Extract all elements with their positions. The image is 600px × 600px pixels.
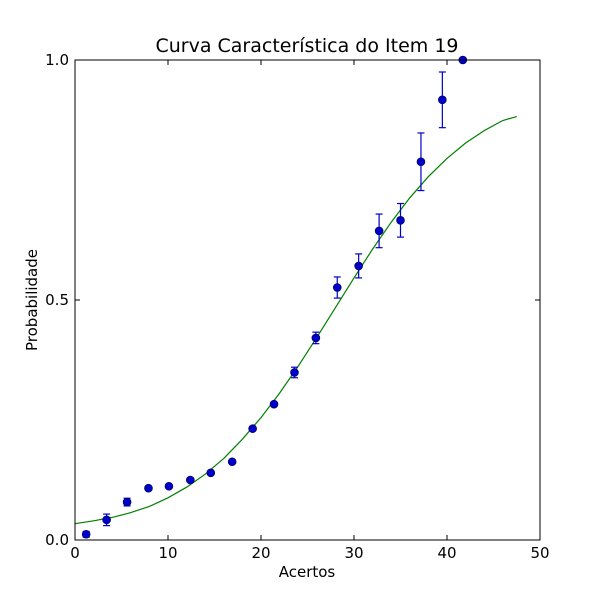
data-point: [311, 333, 321, 343]
x-tick-label: 10: [158, 544, 177, 562]
y-tick-label: 0.5: [45, 291, 69, 309]
data-point: [416, 157, 426, 167]
data-point: [354, 261, 363, 271]
fitted-curve: [74, 116, 517, 525]
x-tick-label: 40: [437, 544, 456, 562]
data-point: [81, 529, 91, 539]
data-point: [290, 368, 299, 377]
x-tick-label: 30: [344, 544, 363, 562]
data-point: [206, 468, 216, 478]
data-point: [164, 481, 174, 491]
data-point: [144, 483, 153, 493]
x-tick-label: 50: [530, 544, 549, 562]
data-point: [186, 475, 195, 485]
chart-title: Curva Característica do Item 19: [155, 35, 458, 57]
x-axis-title: Acertos: [279, 563, 336, 581]
x-tick-label: 0: [70, 544, 80, 562]
y-tick-label: 0.0: [45, 531, 69, 549]
x-tick-label: 20: [251, 544, 270, 562]
data-point: [438, 95, 447, 105]
data-point: [396, 216, 405, 225]
data-point: [374, 226, 384, 236]
data-point: [332, 283, 342, 292]
data-point: [248, 424, 257, 433]
data-point: [269, 399, 279, 409]
y-tick-label: 1.0: [45, 51, 69, 69]
data-point: [102, 515, 111, 525]
data-point: [122, 497, 132, 507]
data-point: [227, 457, 237, 467]
plot-area: 0 10 20 30 40 50 0.0 0.5 1.0: [45, 51, 549, 562]
y-axis-title: Probabilidade: [23, 249, 41, 351]
